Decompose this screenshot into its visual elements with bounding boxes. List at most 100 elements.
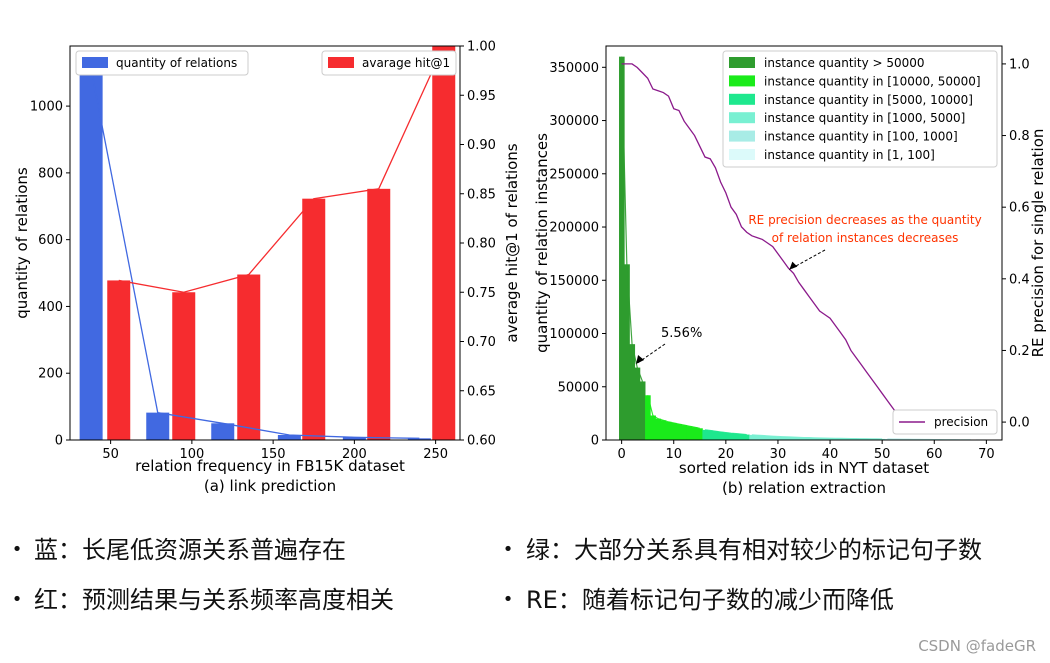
legend-swatch: [729, 149, 755, 160]
bar-instances-3: [775, 436, 781, 440]
bar-instances-3: [770, 436, 776, 440]
bar-instances-2: [728, 433, 735, 440]
chart-caption: (a) link prediction: [204, 477, 336, 495]
bullet-dot: •: [502, 589, 514, 610]
y-tick-label-left: 350000: [549, 61, 599, 76]
legend-label: instance quantity in [1000, 5000]: [764, 111, 965, 125]
y-tick-label-right: 0.90: [467, 138, 496, 153]
bar-instances-3: [822, 438, 828, 440]
bar-instances-3: [801, 437, 808, 440]
legend-swatch: [729, 75, 755, 87]
legend-swatch: [328, 57, 354, 68]
y-tick-label-right: 0.70: [467, 335, 496, 350]
y-tick-label-left: 300000: [549, 114, 599, 129]
legend-precision: precision: [892, 409, 998, 435]
bar-instances-3: [749, 434, 755, 440]
y-tick-label-left: 600: [38, 233, 63, 248]
legend-label: instance quantity in [10000, 50000]: [764, 74, 981, 88]
bar-instances-2: [707, 430, 714, 440]
legend-label: instance quantity in [5000, 10000]: [764, 93, 973, 107]
x-tick-label: 30: [770, 447, 787, 462]
bar-instances-3: [827, 438, 834, 440]
y-tick-label-right: 0.75: [467, 286, 496, 301]
trend-line-hit1: [118, 45, 445, 293]
x-tick-label: 70: [978, 447, 995, 462]
x-tick-label: 250: [423, 447, 448, 462]
x-tick-label: 20: [718, 447, 735, 462]
bar-quantity: [277, 434, 301, 440]
legend-instances: instance quantity > 50000 instance quanti…: [722, 50, 998, 168]
annotation-arrow-line: [635, 343, 666, 365]
bar-instances-2: [744, 434, 750, 440]
bar-instances-0: [624, 264, 630, 440]
y-tick-label-right: 0.85: [467, 187, 496, 202]
bar-hit1: [172, 292, 196, 440]
y-axis-label-left: quantity of relation instances: [533, 133, 551, 353]
bar-quantity: [146, 412, 170, 440]
y-tick-label-left: 1000: [30, 100, 63, 115]
bar-instances-3: [858, 438, 865, 440]
bar-hit1: [367, 188, 391, 440]
bar-quantity: [79, 69, 103, 441]
y-tick-label-right: 0.6: [1009, 201, 1030, 216]
bullet-text: 绿：大部分关系具有相对较少的标记句子数: [526, 536, 982, 564]
bar-instances-0: [619, 56, 625, 440]
bullet-text: RE：随着标记句子数的减少而降低: [526, 586, 894, 614]
bar-instances-1: [676, 424, 682, 440]
bullet-text: 红：预测结果与关系频率高度相关: [34, 586, 394, 614]
bar-instances-3: [837, 438, 844, 440]
bar-instances-3: [848, 438, 854, 440]
bar-hit1: [107, 280, 131, 440]
left-bullet-list: • 蓝：长尾低资源关系普遍存在 • 红：预测结果与关系频率高度相关: [0, 525, 394, 625]
x-axis-label: relation frequency in FB15K dataset: [135, 457, 405, 475]
bar-instances-3: [780, 436, 787, 440]
x-tick-label: 10: [665, 447, 682, 462]
legend-swatch: [82, 57, 108, 68]
legend-left: quantity of relations: [75, 50, 249, 76]
bullet-red: • 红：预测结果与关系频率高度相关: [0, 575, 394, 625]
bar-quantity: [407, 438, 431, 440]
y-tick-label-right: 0.80: [467, 237, 496, 252]
bar-instances-2: [718, 431, 724, 440]
y-axis-label-right: RE precision for single relation: [1029, 129, 1047, 358]
bar-instances-2: [733, 433, 740, 440]
y-tick-label-right: 0.0: [1009, 416, 1030, 431]
y-tick-label-left: 250000: [549, 167, 599, 182]
bar-instances-1: [691, 427, 698, 440]
bar-instances-1: [686, 426, 693, 440]
bar-instances-3: [790, 437, 797, 440]
y-tick-label-left: 100000: [549, 327, 599, 342]
bar-instances-2: [723, 432, 729, 440]
x-tick-label: 50: [102, 447, 119, 462]
legend-swatch: [729, 57, 755, 68]
bar-instances-3: [863, 438, 870, 440]
x-tick-label: 60: [926, 447, 943, 462]
y-tick-label-left: 800: [38, 166, 63, 181]
y-tick-label-left: 200: [38, 367, 63, 382]
bar-envelope-3: [751, 434, 883, 440]
bar-hit1: [302, 198, 326, 440]
bar-instances-0: [639, 381, 646, 440]
bullet-re: • RE：随着标记句子数的减少而降低: [490, 575, 982, 625]
legend-box: [722, 50, 998, 168]
bar-instances-2: [738, 434, 745, 440]
legend-box: [75, 50, 249, 76]
legend-right: avarage hit@1: [321, 50, 457, 76]
bar-instances-3: [759, 435, 766, 440]
y-tick-label-right: 0.4: [1009, 272, 1030, 287]
bar-instances-3: [754, 435, 761, 440]
y-tick-label-right: 0.8: [1009, 129, 1030, 144]
bar-instances-3: [811, 437, 818, 440]
x-tick-label: 0: [617, 447, 625, 462]
bar-envelope-0: [621, 56, 644, 382]
y-tick-label-left: 50000: [558, 380, 599, 395]
bar-instances-3: [817, 437, 823, 440]
bar-instances-3: [764, 435, 771, 440]
bar-instances-2: [712, 431, 719, 440]
bar-instances-1: [671, 422, 677, 440]
bar-instances-1: [665, 421, 672, 440]
bullet-green: • 绿：大部分关系具有相对较少的标记句子数: [490, 525, 982, 575]
bar-instances-1: [650, 415, 656, 440]
legend-box: [892, 409, 998, 435]
x-axis-label: sorted relation ids in NYT dataset: [679, 459, 929, 477]
